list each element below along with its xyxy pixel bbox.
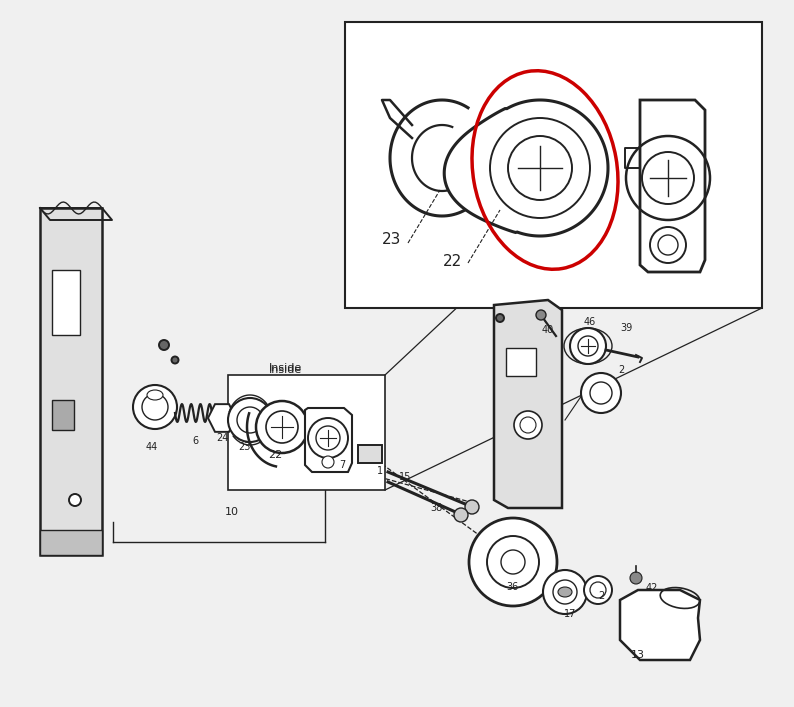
Bar xyxy=(506,348,536,376)
Text: 10: 10 xyxy=(225,507,239,517)
Polygon shape xyxy=(208,404,236,432)
Circle shape xyxy=(496,314,504,322)
Text: 7: 7 xyxy=(339,460,345,470)
Text: 40: 40 xyxy=(542,325,554,335)
Polygon shape xyxy=(305,408,352,472)
Polygon shape xyxy=(40,208,102,555)
Circle shape xyxy=(630,572,642,584)
Ellipse shape xyxy=(558,587,572,597)
Circle shape xyxy=(133,385,177,429)
Circle shape xyxy=(570,328,606,364)
Circle shape xyxy=(308,418,348,458)
Bar xyxy=(358,445,382,463)
Circle shape xyxy=(543,570,587,614)
Ellipse shape xyxy=(147,390,163,400)
Circle shape xyxy=(256,401,308,453)
Text: 6: 6 xyxy=(192,436,198,446)
Text: 42: 42 xyxy=(646,583,658,593)
Text: 13: 13 xyxy=(631,650,645,660)
Circle shape xyxy=(322,456,334,468)
Text: 23: 23 xyxy=(383,233,402,247)
Text: 22: 22 xyxy=(442,255,461,269)
Circle shape xyxy=(465,500,479,514)
Circle shape xyxy=(228,398,272,442)
Circle shape xyxy=(536,310,546,320)
Text: 17: 17 xyxy=(564,609,576,619)
Bar xyxy=(52,400,74,430)
Text: 44: 44 xyxy=(146,442,158,452)
Bar xyxy=(228,375,385,490)
Text: 24: 24 xyxy=(216,433,228,443)
Text: 22: 22 xyxy=(268,450,282,460)
Bar xyxy=(52,270,80,335)
Polygon shape xyxy=(620,590,700,660)
Text: 46: 46 xyxy=(584,317,596,327)
Polygon shape xyxy=(444,100,608,236)
Circle shape xyxy=(454,508,468,522)
Circle shape xyxy=(159,340,169,350)
Text: 23: 23 xyxy=(238,442,250,452)
Text: 36: 36 xyxy=(506,582,518,592)
Text: 38: 38 xyxy=(430,503,442,513)
Circle shape xyxy=(581,373,621,413)
Circle shape xyxy=(578,336,598,356)
Text: 1: 1 xyxy=(377,466,383,476)
Text: 2: 2 xyxy=(598,591,604,601)
Text: 39: 39 xyxy=(620,323,632,333)
Circle shape xyxy=(514,411,542,439)
Polygon shape xyxy=(40,530,102,555)
Polygon shape xyxy=(494,300,562,508)
Text: Inside: Inside xyxy=(268,365,302,375)
Bar xyxy=(345,22,762,308)
Circle shape xyxy=(584,576,612,604)
Polygon shape xyxy=(640,100,705,272)
Text: 2: 2 xyxy=(618,365,624,375)
Text: 15: 15 xyxy=(399,472,411,482)
Text: Inside: Inside xyxy=(268,363,302,373)
Circle shape xyxy=(69,494,81,506)
Circle shape xyxy=(172,356,179,363)
Circle shape xyxy=(469,518,557,606)
